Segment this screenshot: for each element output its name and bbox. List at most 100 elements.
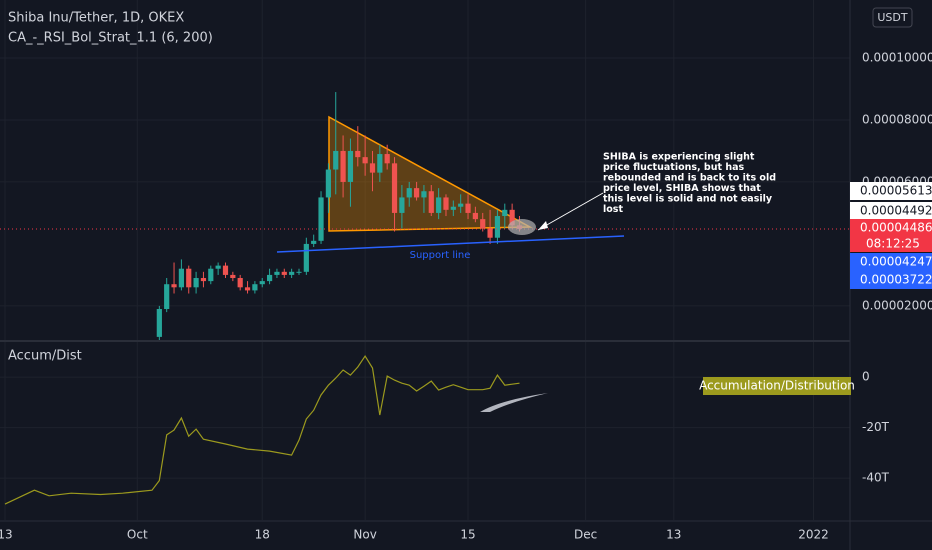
countdown-box [850, 236, 932, 252]
candle-body [421, 191, 427, 198]
labels: 13 Oct 18 Nov 15 Dec 13 2022 0.00010000 0.0000800… [0, 50, 932, 542]
note-line: rebounded and is back to its old [603, 173, 776, 184]
price-label-box [850, 271, 932, 289]
x-tick-label: 13 [666, 528, 681, 542]
candle-body [311, 240, 317, 244]
y-tick-label: -40T [862, 471, 890, 485]
candle-body [296, 271, 302, 273]
candle-body [413, 188, 420, 198]
candle-body [443, 197, 449, 210]
y-tick-label: 0.00010000 [862, 50, 932, 64]
candle-body [347, 150, 354, 182]
price-label: 0.00003722 [860, 273, 932, 287]
note-line: price fluctuations, but has [603, 162, 745, 173]
arrow-head [538, 221, 548, 230]
x-tick-label: 2022 [798, 528, 829, 542]
y-tick-label: 0.00008000 [862, 112, 932, 126]
candle-body [399, 197, 405, 213]
candle-body [355, 150, 361, 158]
candle-body [156, 309, 162, 337]
candle-body [465, 203, 471, 213]
x-tick-label: 13 [0, 528, 13, 542]
price-label-box [850, 219, 932, 237]
swoosh-drawing [480, 393, 548, 412]
candle-body [222, 265, 229, 275]
candle-body [230, 274, 236, 279]
candle-body [369, 163, 376, 173]
candle-body [252, 284, 258, 291]
candle-body [259, 281, 265, 285]
price-label: 0.00005613 [860, 184, 932, 198]
arrow-line [537, 192, 604, 231]
candle-body [237, 278, 243, 288]
candle-body [391, 163, 398, 213]
candle-body [450, 206, 456, 210]
price-label-box [850, 253, 932, 271]
x-tick-label: 18 [255, 528, 270, 542]
candle-body [458, 203, 464, 207]
candle-body [502, 209, 508, 217]
note-line: lost [603, 204, 623, 215]
support-line [276, 235, 625, 253]
note-line: SHIBA is experiencing slight [603, 152, 755, 163]
pane-title: Accum/Dist [8, 349, 82, 364]
x-tick-label: Dec [574, 528, 597, 542]
candle-body [487, 228, 493, 238]
candle-body [509, 209, 515, 226]
candle-body [384, 154, 390, 164]
candle-body [274, 271, 280, 275]
candle-body [325, 169, 331, 198]
candle-body [340, 150, 346, 182]
highlight-ellipse [508, 219, 536, 235]
candle-body [215, 265, 221, 269]
y-tick-label: 0.00002000 [862, 298, 932, 312]
y-tick-label: 0 [862, 370, 870, 384]
candle-body [377, 154, 383, 173]
countdown: 08:12:25 [866, 237, 920, 251]
y-tick-label: -20T [862, 420, 890, 434]
candle-body [281, 271, 287, 275]
legend-swatch [703, 377, 851, 395]
symbol-title: Shiba Inu/Tether, 1D, OKEX [8, 11, 184, 26]
indicator-title: CA_-_RSI_Bol_Strat_1.1 (6, 200) [8, 31, 213, 46]
candle-body [208, 268, 214, 282]
candle-body [244, 287, 251, 291]
candle-body [200, 278, 207, 282]
price-label: 0.00004247 [860, 255, 932, 269]
x-tick-label: Nov [353, 528, 376, 542]
candle-body [428, 191, 434, 213]
candle-body [289, 271, 295, 275]
candle-body [178, 268, 184, 288]
candle-body [494, 216, 501, 238]
x-tick-label: 15 [460, 528, 475, 542]
candle-body [186, 268, 192, 288]
x-tick-label: Oct [127, 528, 148, 542]
currency-box[interactable] [872, 7, 913, 28]
candle-body [171, 284, 177, 288]
candle-body [318, 197, 324, 241]
candle-body [164, 284, 170, 310]
candle-body [362, 157, 368, 164]
candle-body [406, 188, 412, 198]
marks [4, 92, 523, 505]
support-label: Support line [410, 250, 471, 261]
legend-label: Accumulation/Distribution [699, 379, 855, 393]
candle-body [333, 150, 339, 170]
price-label-box [850, 202, 932, 220]
candle-body [480, 219, 486, 229]
note-line: price level, SHIBA shows that [603, 183, 761, 194]
price-label-box [850, 182, 932, 200]
candle-body [472, 212, 478, 220]
candle-body [266, 274, 273, 282]
currency-label[interactable]: USDT [877, 11, 908, 24]
price-label: 0.00004486 [860, 221, 932, 235]
candle-body [193, 278, 199, 288]
series-line [4, 354, 520, 505]
candle-body [436, 197, 442, 213]
price-label: 0.00004492 [860, 204, 932, 218]
note-line: this level is solid and not easily [603, 194, 773, 205]
